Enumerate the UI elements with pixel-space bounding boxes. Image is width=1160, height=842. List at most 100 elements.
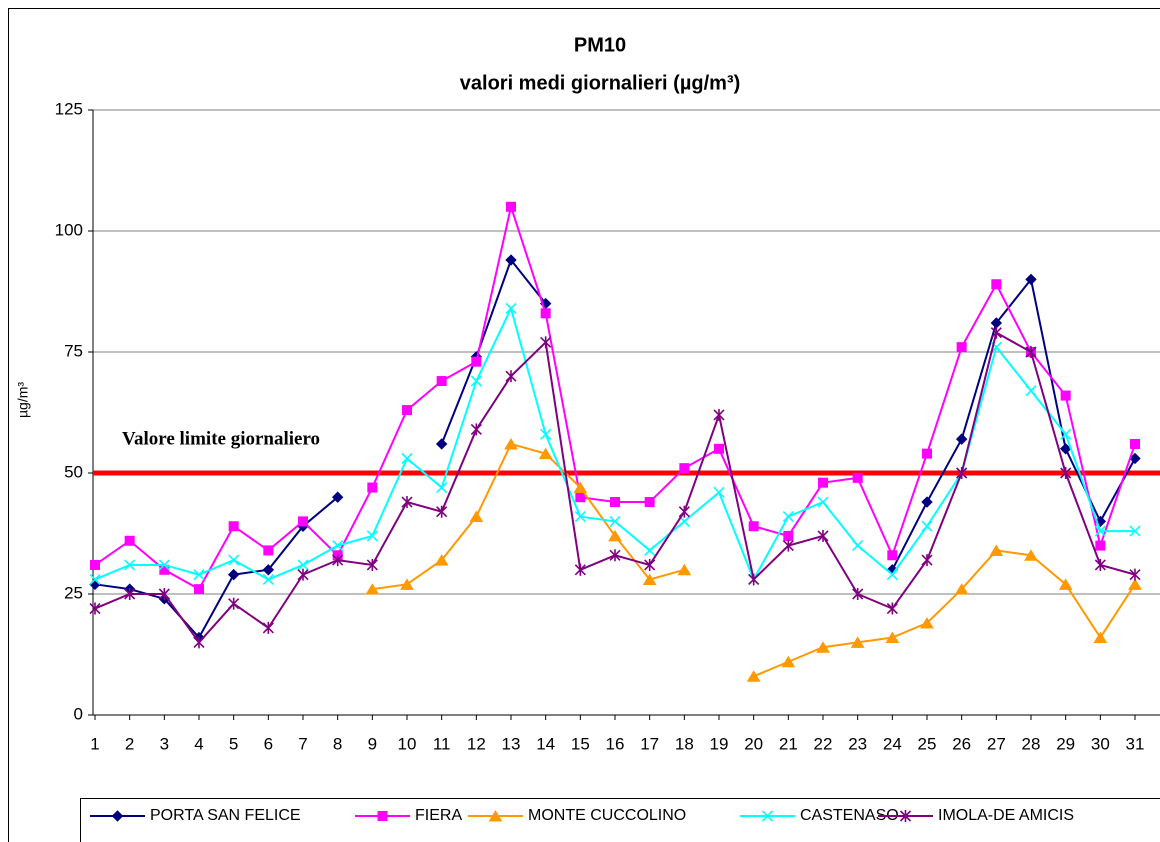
data-point [852, 472, 863, 483]
series-line [372, 442, 1136, 678]
data-point [1128, 578, 1142, 590]
x-tick-label: 25 [918, 734, 937, 753]
legend-label: IMOLA-DE AMICIS [938, 807, 1074, 824]
data-point [920, 617, 934, 629]
x-tick-label: 22 [814, 734, 833, 753]
marker-stroke [713, 486, 725, 498]
data-point [297, 568, 309, 581]
data-point [921, 520, 933, 532]
data-point [366, 530, 378, 542]
data-point [955, 433, 968, 445]
legend-label: CASTENASO [800, 807, 899, 824]
marker-stroke [89, 573, 101, 586]
data-point [1025, 346, 1037, 358]
legend-label: PORTA SAN FELICE [150, 807, 301, 824]
marker-stroke [228, 554, 240, 566]
marker-stroke [436, 481, 448, 494]
data-point [748, 573, 760, 586]
data-point [574, 563, 586, 576]
data-point [124, 535, 135, 546]
y-axis-label: µg/m³ [15, 382, 31, 418]
data-point [677, 563, 692, 576]
data-point [1059, 443, 1072, 455]
data-point [782, 510, 794, 523]
data-point [609, 549, 621, 562]
data-point [887, 550, 898, 561]
data-point [227, 568, 240, 581]
data-point [505, 370, 517, 383]
data-point [817, 529, 829, 542]
data-point [852, 540, 864, 552]
data-point [434, 554, 449, 566]
data-point [713, 408, 725, 421]
data-point [158, 559, 170, 571]
data-point [644, 544, 656, 557]
data-point [610, 497, 620, 508]
data-point [1094, 525, 1106, 537]
marker-stroke [644, 544, 656, 557]
x-tick-label: 29 [1056, 734, 1075, 753]
data-point [1060, 390, 1071, 401]
data-point [783, 530, 794, 541]
data-point [263, 545, 274, 556]
data-point [1024, 549, 1038, 561]
legend-marker [377, 811, 388, 821]
x-tick-label: 10 [398, 734, 417, 753]
data-point [990, 326, 1002, 339]
data-point [262, 564, 275, 576]
data-point [505, 254, 517, 266]
data-point [644, 497, 655, 508]
marker-stroke [401, 452, 413, 465]
marker-stroke [158, 559, 170, 571]
marker-stroke [921, 520, 933, 532]
x-tick-label: 3 [160, 734, 169, 753]
data-point [1130, 438, 1140, 449]
data-point [89, 573, 101, 586]
data-point [366, 558, 378, 571]
data-point [401, 496, 413, 509]
x-tick-label: 30 [1091, 734, 1110, 753]
data-point [469, 510, 484, 523]
marker-stroke [505, 302, 517, 315]
data-point [262, 621, 274, 634]
marker-stroke [540, 428, 552, 440]
data-point [713, 486, 725, 498]
data-point [158, 588, 170, 600]
data-point [262, 573, 274, 586]
legend-marker [488, 810, 503, 822]
data-point [540, 336, 552, 349]
data-point [367, 482, 378, 493]
y-tick-label: 50 [64, 462, 83, 481]
data-point [989, 544, 1004, 556]
data-point [228, 554, 240, 566]
marker-stroke [817, 496, 829, 508]
marker-stroke [678, 515, 690, 527]
data-point [89, 602, 101, 615]
data-point [193, 636, 205, 649]
legend-box [80, 798, 1160, 842]
series-line [94, 258, 1136, 640]
x-tick-label: 11 [433, 734, 451, 753]
x-tick-label: 31 [1126, 734, 1145, 753]
x-tick-label: 2 [125, 734, 134, 753]
legend-label: FIERA [415, 807, 462, 824]
data-point [332, 554, 344, 567]
marker-stroke [124, 559, 136, 571]
data-point [401, 452, 413, 465]
marker-stroke [332, 540, 344, 552]
marker-stroke [886, 569, 898, 581]
x-tick-label: 8 [333, 734, 342, 753]
data-point [1094, 558, 1106, 571]
data-point [956, 342, 967, 353]
y-tick-label: 125 [55, 99, 83, 118]
data-point [228, 521, 239, 532]
x-tick-label: 15 [571, 734, 590, 753]
data-point [642, 573, 657, 585]
x-tick-label: 28 [1022, 734, 1041, 753]
x-tick-label: 20 [744, 734, 763, 753]
data-point [850, 636, 865, 648]
data-point [1093, 631, 1108, 644]
data-point [573, 481, 588, 494]
legend-label: MONTE CUCCOLINO [528, 807, 686, 824]
data-point [506, 201, 516, 212]
